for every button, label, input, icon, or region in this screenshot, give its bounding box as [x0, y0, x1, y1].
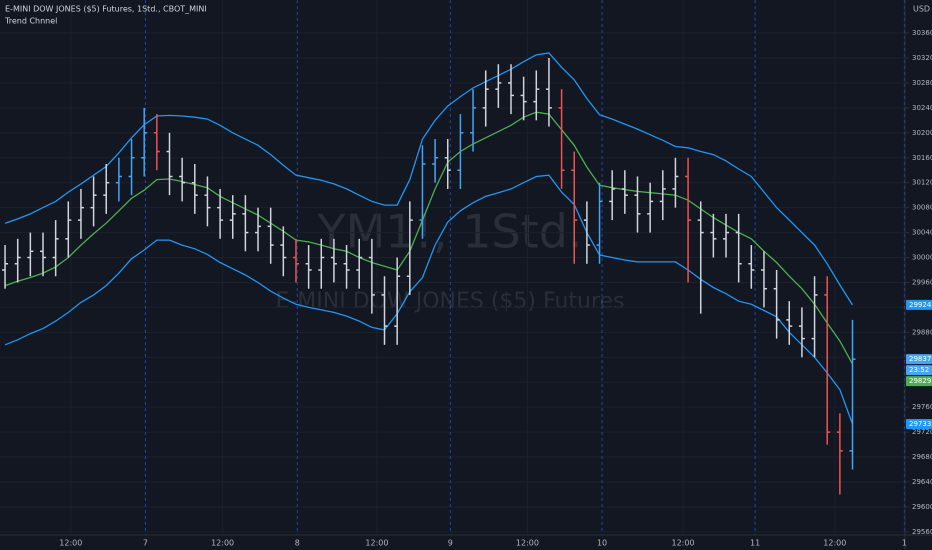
price-tag: [906, 376, 932, 387]
y-tick-label: 29560: [912, 528, 932, 536]
x-tick-label: 11: [750, 539, 760, 548]
y-tick-label: 29960: [912, 278, 932, 286]
price-tag-label: 29733: [909, 420, 931, 428]
band-line: [4, 111, 854, 365]
axis: 2956029600296402968029720297602980029840…: [59, 29, 932, 548]
y-tick-label: 30160: [912, 154, 932, 162]
y-tick-label: 29640: [912, 478, 932, 486]
countdown: 23:52: [909, 366, 929, 374]
x-tick-label: 7: [143, 539, 148, 548]
band-line: [4, 52, 854, 306]
y-tick-label: 29720: [912, 428, 932, 436]
y-tick-label: 30280: [912, 79, 932, 87]
y-tick-label: 30120: [912, 179, 932, 187]
price-tag: [906, 299, 932, 310]
indicator-label: Trend Chnnel: [4, 17, 57, 26]
price-tag-label: 29837: [909, 355, 931, 363]
grid: [144, 0, 905, 535]
y-tick-label: 30200: [912, 129, 932, 137]
y-tick-label: 29600: [912, 503, 932, 511]
x-tick-label: 1: [902, 539, 907, 548]
countdown-box: [906, 365, 932, 376]
watermark: YM1!, 1Std.: [316, 205, 582, 259]
y-tick-label: 29680: [912, 453, 932, 461]
currency: USD: [913, 5, 930, 14]
y-tick-label: 29760: [912, 403, 932, 411]
x-tick-label: 12:00: [211, 539, 234, 548]
x-tick-label: 12:00: [823, 539, 846, 548]
x-tick-label: 12:00: [59, 539, 82, 548]
x-tick-label: 9: [448, 539, 453, 548]
x-tick-label: 12:00: [516, 539, 539, 548]
y-tick-label: 30360: [912, 29, 932, 37]
x-tick-label: 10: [597, 539, 607, 548]
y-tick-label: 30320: [912, 54, 932, 62]
y-tick-label: 30080: [912, 204, 932, 212]
price-tag: [906, 419, 932, 430]
y-tick-label: 30240: [912, 104, 932, 112]
plot: [2, 52, 856, 495]
band-line: [4, 174, 854, 425]
y-tick-label: 30000: [912, 254, 932, 262]
price-tag-label: 29829: [909, 377, 931, 385]
y-tick-label: 30040: [912, 229, 932, 237]
x-tick-label: 8: [295, 539, 300, 548]
x-tick-label: 12:00: [365, 539, 388, 548]
y-tick-label: 29880: [912, 328, 932, 336]
x-tick-label: 12:00: [671, 539, 694, 548]
price-tag-label: 29924: [909, 301, 932, 309]
price-tag: [906, 354, 932, 365]
chart-title: E-MINI DOW JONES ($5) Futures, 1Std., CB…: [5, 5, 207, 14]
